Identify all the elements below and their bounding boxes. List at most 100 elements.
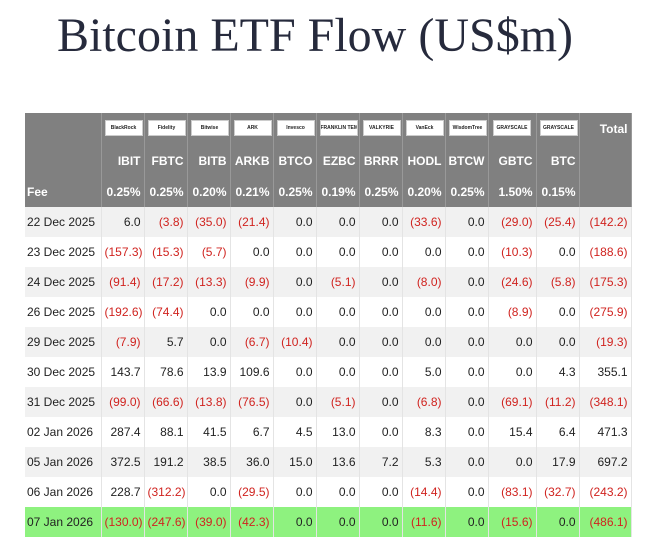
flow: 15.0 <box>273 447 317 477</box>
issuer-logo: WisdomTree <box>448 119 487 136</box>
flow: 0.0 <box>359 267 403 297</box>
total-flow: 697.2 <box>579 447 632 477</box>
flow: (21.4) <box>230 207 274 237</box>
flow: 0.0 <box>445 417 489 447</box>
logo-cell: FRANKLIN TEMPLETON <box>316 113 360 145</box>
logo-cell: Fidelity <box>144 113 188 145</box>
flow: (15.6) <box>488 507 537 537</box>
flow: (5.1) <box>316 387 360 417</box>
logo-row: BlackRock Fidelity Bitwise ARK Invesco FRANKL… <box>25 113 632 145</box>
data-row: 22 Dec 2025 6.0 (3.8) (35.0) (21.4) 0.0 0.0 0.0… <box>25 207 632 237</box>
data-row: 31 Dec 2025 (99.0) (66.6) (13.8) (76.5) 0.0 (5… <box>25 387 632 417</box>
logo-cell: ARK <box>230 113 274 145</box>
fee-row: Fee 0.25% 0.25% 0.20% 0.21% 0.25% 0.19% 0.25% 0.… <box>25 176 632 207</box>
flow: 0.0 <box>536 507 580 537</box>
flow: (247.6) <box>144 507 188 537</box>
flow: 13.6 <box>316 447 360 477</box>
date: 23 Dec 2025 <box>25 237 102 267</box>
flow: 7.2 <box>359 447 403 477</box>
flow: (32.7) <box>536 477 580 507</box>
flow: (91.4) <box>101 267 145 297</box>
ticker: IBIT <box>101 145 145 176</box>
logo-cell: WisdomTree <box>445 113 489 145</box>
page-title: Bitcoin ETF Flow (US$m) <box>56 9 574 62</box>
total-flow: (348.1) <box>579 387 632 417</box>
total-flow: (175.3) <box>579 267 632 297</box>
flow: 0.0 <box>536 327 580 357</box>
flow: 17.9 <box>536 447 580 477</box>
logo-cell: Invesco <box>273 113 317 145</box>
total-flow: (19.3) <box>579 327 632 357</box>
flow: 0.0 <box>445 267 489 297</box>
flow: (76.5) <box>230 387 274 417</box>
flow: 0.0 <box>402 327 446 357</box>
date: 02 Jan 2026 <box>25 417 102 447</box>
flow: 0.0 <box>273 507 317 537</box>
flow: (74.4) <box>144 297 188 327</box>
logo-cell: Bitwise <box>187 113 231 145</box>
flow: (24.6) <box>488 267 537 297</box>
flow: 41.5 <box>187 417 231 447</box>
flow: (14.4) <box>402 477 446 507</box>
flow: 0.0 <box>187 477 231 507</box>
flow: 0.0 <box>187 327 231 357</box>
data-row: 23 Dec 2025 (157.3) (15.3) (5.7) 0.0 0.0 0.0 0.… <box>25 237 632 267</box>
empty-cell <box>25 113 102 145</box>
flow: 109.6 <box>230 357 274 387</box>
fee: 0.25% <box>359 176 403 207</box>
ticker: GBTC <box>488 145 537 176</box>
flow: (13.8) <box>187 387 231 417</box>
flow: (130.0) <box>101 507 145 537</box>
issuer-logo: VALKYRIE <box>362 119 401 136</box>
flow: (35.0) <box>187 207 231 237</box>
fee: 1.50% <box>488 176 537 207</box>
flow: 0.0 <box>359 297 403 327</box>
date: 22 Dec 2025 <box>25 207 102 237</box>
flow: (66.6) <box>144 387 188 417</box>
flow: (312.2) <box>144 477 188 507</box>
flow: 0.0 <box>316 507 360 537</box>
fee: 0.25% <box>144 176 188 207</box>
flow: (11.2) <box>536 387 580 417</box>
flow: 0.0 <box>488 357 537 387</box>
total-flow: (188.6) <box>579 237 632 267</box>
flow: 0.0 <box>273 477 317 507</box>
fee: 0.25% <box>445 176 489 207</box>
flow: 0.0 <box>273 387 317 417</box>
flow: (99.0) <box>101 387 145 417</box>
fee-label: Fee <box>25 176 102 207</box>
issuer-logo: VanEck <box>405 119 444 136</box>
issuer-logo: BlackRock <box>104 119 143 136</box>
total-flow: 355.1 <box>579 357 632 387</box>
flow: (6.7) <box>230 327 274 357</box>
flow: (17.2) <box>144 267 188 297</box>
flow: (29.0) <box>488 207 537 237</box>
data-row: 29 Dec 2025 (7.9) 5.7 0.0 (6.7) (10.4) 0.0 0.0 0… <box>25 327 632 357</box>
issuer-logo: FRANKLIN TEMPLETON <box>319 119 358 136</box>
flow: 0.0 <box>536 297 580 327</box>
flow: 15.4 <box>488 417 537 447</box>
issuer-logo: Fidelity <box>147 119 186 136</box>
date: 07 Jan 2026 <box>25 507 102 537</box>
flow: 0.0 <box>187 297 231 327</box>
flow: 0.0 <box>273 297 317 327</box>
flow: 143.7 <box>101 357 145 387</box>
data-row: 24 Dec 2025 (91.4) (17.2) (13.3) (9.9) 0.0 (5.… <box>25 267 632 297</box>
flow: (5.1) <box>316 267 360 297</box>
fee: 0.25% <box>273 176 317 207</box>
flow: 0.0 <box>316 357 360 387</box>
flow: 0.0 <box>445 237 489 267</box>
ticker: ARKB <box>230 145 274 176</box>
flow: 372.5 <box>101 447 145 477</box>
date: 31 Dec 2025 <box>25 387 102 417</box>
fee: 0.15% <box>536 176 580 207</box>
flow: 36.0 <box>230 447 274 477</box>
date: 24 Dec 2025 <box>25 267 102 297</box>
flow: 0.0 <box>359 207 403 237</box>
flow: (192.6) <box>101 297 145 327</box>
flow: 0.0 <box>445 477 489 507</box>
flow: 0.0 <box>359 387 403 417</box>
flow: 5.7 <box>144 327 188 357</box>
